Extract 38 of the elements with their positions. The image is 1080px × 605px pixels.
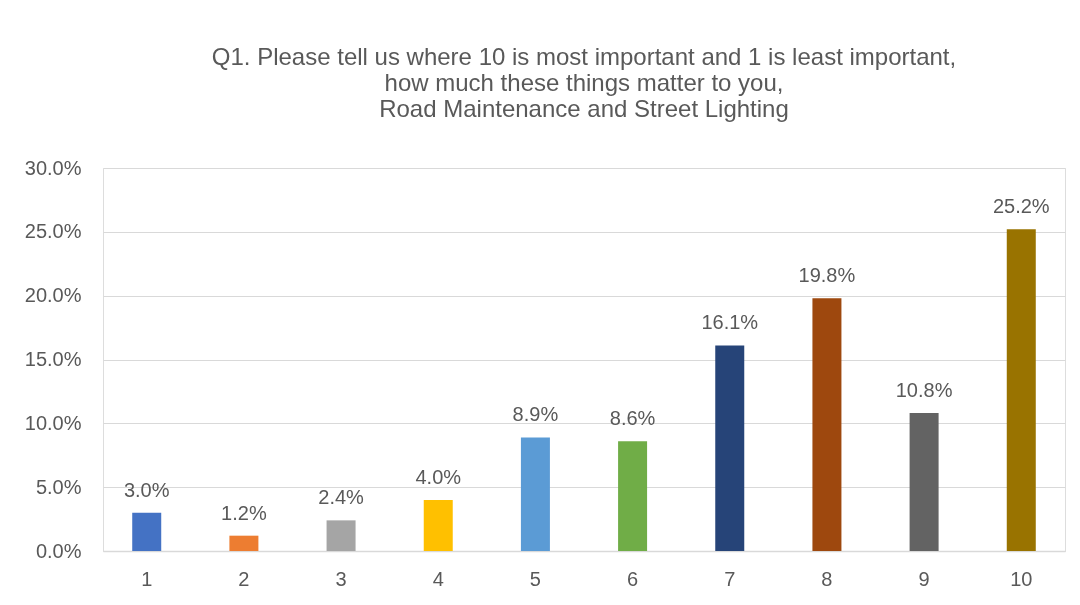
y-tick-label: 20.0% xyxy=(24,284,82,307)
bar xyxy=(132,512,162,551)
y-tick-label: 0.0% xyxy=(35,539,82,562)
bar xyxy=(423,499,453,551)
x-tick-label: 1 xyxy=(141,567,153,590)
x-tick-label: 3 xyxy=(335,567,347,590)
bar xyxy=(812,298,842,551)
x-tick-label: 10 xyxy=(1010,567,1033,590)
chart-title: Q1. Please tell us where 10 is most important and 1 is least important, how much these things matter to you, Road Maintenance and Street Lighting xyxy=(211,43,957,122)
bar xyxy=(715,345,745,551)
data-label: 8.6% xyxy=(609,407,656,430)
data-label: 25.2% xyxy=(992,195,1050,218)
bar xyxy=(520,437,550,551)
y-tick-label: 10.0% xyxy=(24,411,82,434)
x-tick-label: 8 xyxy=(821,567,833,590)
data-label: 16.1% xyxy=(701,311,759,334)
data-label: 4.0% xyxy=(415,465,462,488)
data-label: 1.2% xyxy=(221,501,267,524)
x-tick-label: 9 xyxy=(918,567,930,590)
y-tick-label: 30.0% xyxy=(24,156,82,179)
data-label: 3.0% xyxy=(123,478,170,501)
bar xyxy=(229,535,259,551)
bar xyxy=(618,441,648,551)
y-tick-label: 25.0% xyxy=(24,220,82,243)
x-tick-label: 2 xyxy=(238,567,250,590)
y-tick-label: 15.0% xyxy=(24,348,82,370)
y-tick-label: 5.0% xyxy=(35,475,82,498)
data-label: 19.8% xyxy=(798,264,856,287)
x-tick-label: 6 xyxy=(627,567,639,590)
x-tick-label: 5 xyxy=(529,567,541,590)
data-label: 2.4% xyxy=(318,486,365,509)
bar xyxy=(326,520,356,551)
data-label: 10.8% xyxy=(895,379,953,402)
x-tick-label: 4 xyxy=(432,567,444,590)
bar xyxy=(909,413,939,551)
data-label: 8.9% xyxy=(512,403,559,426)
bar xyxy=(1006,229,1036,551)
x-tick-label: 7 xyxy=(724,567,736,590)
